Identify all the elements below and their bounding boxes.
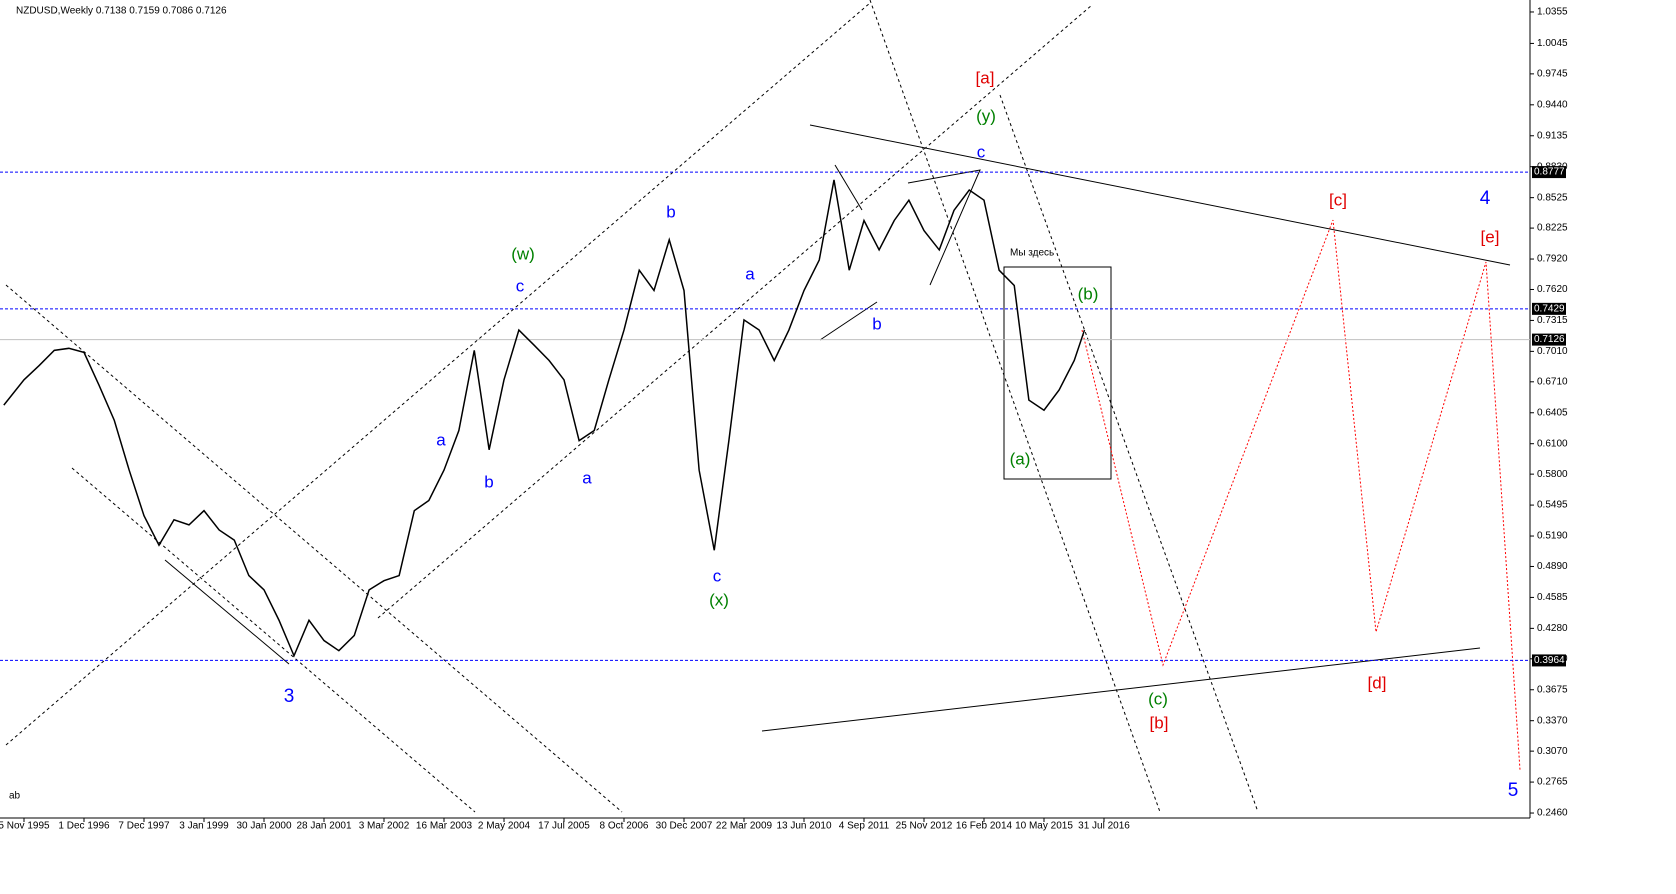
price-line bbox=[3, 179, 1086, 658]
x-tick-label: 10 May 2015 bbox=[1015, 821, 1073, 832]
level-label: 0.7429 bbox=[1534, 303, 1565, 314]
x-tick-label: 7 Dec 1997 bbox=[118, 821, 170, 832]
y-tick-label: 0.2460 bbox=[1537, 808, 1568, 819]
level-tag bbox=[1532, 333, 1566, 346]
y-tick-label: 0.4280 bbox=[1537, 623, 1568, 634]
level-label: 0.8777 bbox=[1534, 167, 1565, 178]
trend-line bbox=[809, 124, 1511, 266]
wave-label: b bbox=[666, 202, 675, 221]
wave-label: [b] bbox=[1150, 713, 1169, 732]
x-tick-label: 8 Oct 2006 bbox=[600, 821, 649, 832]
x-tick-label: 4 Sep 2011 bbox=[839, 821, 890, 832]
wave-label: [d] bbox=[1368, 673, 1387, 692]
y-tick-label: 0.6100 bbox=[1537, 438, 1568, 449]
projection-path bbox=[1081, 219, 1521, 771]
wave-label: [a] bbox=[976, 68, 995, 87]
level-tag bbox=[1532, 302, 1566, 315]
x-tick-label: 28 Jan 2001 bbox=[296, 821, 351, 832]
x-tick-label: 5 Nov 1995 bbox=[0, 821, 50, 832]
y-tick-label: 0.3370 bbox=[1537, 715, 1568, 726]
channel-line bbox=[71, 467, 476, 813]
wave-label: a bbox=[582, 468, 592, 487]
x-tick-label: 16 Mar 2003 bbox=[416, 821, 473, 832]
wave-label: 5 bbox=[1508, 780, 1519, 801]
y-tick-label: 0.7620 bbox=[1537, 284, 1568, 295]
y-tick-label: 0.9440 bbox=[1537, 99, 1568, 110]
wave-label: (a) bbox=[1010, 449, 1031, 468]
wave-label: [c] bbox=[1329, 190, 1347, 209]
y-tick-label: 0.3675 bbox=[1537, 684, 1568, 695]
x-tick-label: 13 Jun 2010 bbox=[776, 821, 831, 832]
y-tick-label: 0.7010 bbox=[1537, 346, 1568, 357]
trend-line bbox=[164, 559, 290, 665]
x-tick-label: 2 May 2004 bbox=[478, 821, 531, 832]
y-tick-label: 0.8525 bbox=[1537, 192, 1568, 203]
y-tick-label: 0.9135 bbox=[1537, 130, 1568, 141]
wave-label: (b) bbox=[1078, 284, 1099, 303]
y-tick-label: 1.0045 bbox=[1537, 38, 1568, 49]
note: Мы здесь bbox=[1010, 248, 1054, 259]
x-tick-label: 1 Dec 1996 bbox=[58, 821, 110, 832]
x-tick-label: 16 Feb 2014 bbox=[956, 821, 1013, 832]
level-tag bbox=[1532, 166, 1566, 179]
channel-line bbox=[377, 4, 1093, 619]
trend-line bbox=[819, 301, 878, 341]
wave-label: (y) bbox=[976, 106, 996, 125]
y-tick-label: 0.3070 bbox=[1537, 746, 1568, 757]
x-tick-label: 30 Dec 2007 bbox=[656, 821, 713, 832]
y-tick-label: 0.7315 bbox=[1537, 315, 1568, 326]
y-tick-label: 1.0355 bbox=[1537, 7, 1568, 18]
note: ab bbox=[9, 791, 21, 802]
x-tick-label: 30 Jan 2000 bbox=[236, 821, 291, 832]
wave-label: 4 bbox=[1480, 188, 1491, 209]
wave-label: (w) bbox=[511, 244, 535, 263]
y-tick-label: 0.6405 bbox=[1537, 407, 1568, 418]
x-tick-label: 22 Mar 2009 bbox=[716, 821, 773, 832]
y-tick-label: 0.8225 bbox=[1537, 223, 1568, 234]
wave-label: a bbox=[436, 430, 446, 449]
y-tick-label: 0.2765 bbox=[1537, 777, 1568, 788]
x-tick-label: 31 Jul 2016 bbox=[1078, 821, 1130, 832]
channel-line bbox=[5, 2, 871, 746]
drawings bbox=[5, 0, 1521, 813]
wave-label: b bbox=[872, 314, 881, 333]
trend-line bbox=[907, 169, 981, 286]
y-tick-label: 0.7920 bbox=[1537, 254, 1568, 265]
channel-line bbox=[999, 94, 1259, 813]
wave-label: [e] bbox=[1481, 227, 1500, 246]
trend-line bbox=[834, 164, 863, 211]
wave-label: (c) bbox=[1148, 689, 1168, 708]
wave-label: c bbox=[713, 566, 722, 585]
x-tick-label: 17 Jul 2005 bbox=[538, 821, 590, 832]
x-tick-label: 3 Jan 1999 bbox=[179, 821, 229, 832]
x-tick-label: 3 Mar 2002 bbox=[359, 821, 410, 832]
y-tick-label: 0.6710 bbox=[1537, 376, 1568, 387]
wave-label: c bbox=[516, 276, 525, 295]
level-label: 0.7126 bbox=[1534, 334, 1565, 345]
y-tick-label: 0.5800 bbox=[1537, 469, 1568, 480]
y-tick-label: 0.5495 bbox=[1537, 500, 1568, 511]
wave-label: 3 bbox=[284, 686, 295, 707]
y-tick-label: 0.5190 bbox=[1537, 531, 1568, 542]
trend-line bbox=[761, 647, 1481, 732]
level-label: 0.3964 bbox=[1534, 655, 1565, 666]
box bbox=[1003, 266, 1112, 480]
wave-label: c bbox=[977, 142, 986, 161]
x-tick-label: 25 Nov 2012 bbox=[896, 821, 953, 832]
chart-title: NZDUSD,Weekly 0.7138 0.7159 0.7086 0.712… bbox=[16, 6, 227, 17]
level-tag bbox=[1532, 654, 1566, 667]
wave-label: (x) bbox=[709, 590, 729, 609]
y-tick-label: 0.4585 bbox=[1537, 592, 1568, 603]
y-tick-label: 0.9745 bbox=[1537, 69, 1568, 80]
y-tick-label: 0.4890 bbox=[1537, 561, 1568, 572]
wave-label: b bbox=[484, 472, 493, 491]
wave-label: a bbox=[745, 264, 755, 283]
